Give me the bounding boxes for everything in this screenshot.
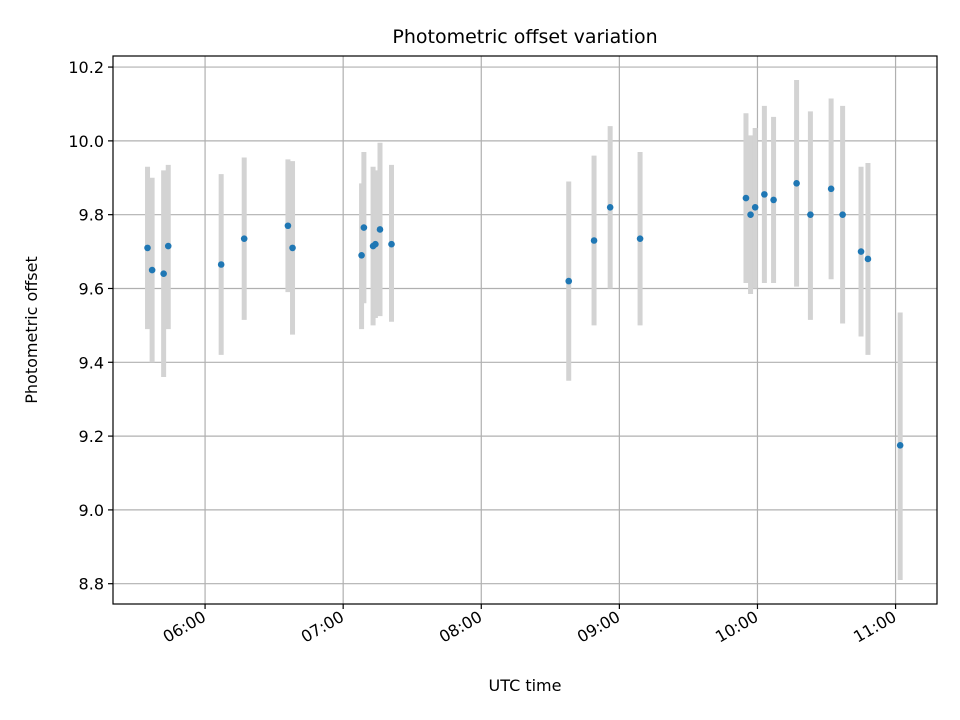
data-point-0 — [144, 244, 151, 252]
x-tick-label-4: 10:00 — [712, 607, 761, 647]
y-axis-label: Photometric offset — [22, 256, 41, 404]
y-tick-label-2: 9.2 — [79, 427, 104, 446]
data-point-28 — [864, 255, 872, 263]
data-point-6 — [284, 222, 292, 230]
data-point-16 — [606, 203, 614, 211]
y-tick-label-5: 9.8 — [79, 206, 104, 225]
data-point-12 — [376, 226, 384, 233]
data-point-19 — [747, 211, 754, 218]
data-point-25 — [827, 185, 835, 193]
x-tick-label-3: 09:00 — [574, 607, 623, 647]
data-point-3 — [164, 242, 172, 250]
x-tick-label-2: 08:00 — [436, 607, 485, 647]
y-tick-label-1: 9.0 — [79, 501, 104, 520]
data-point-27 — [857, 248, 865, 255]
data-point-17 — [636, 235, 644, 242]
y-tick-label-3: 9.4 — [79, 353, 104, 372]
data-point-14 — [565, 277, 573, 285]
data-point-11 — [372, 240, 379, 248]
y-tick-label-4: 9.6 — [79, 279, 104, 298]
y-tick-label-0: 8.8 — [79, 575, 104, 594]
grid-lines — [113, 56, 937, 604]
x-tick-label-5: 11:00 — [850, 607, 899, 647]
data-point-22 — [770, 196, 777, 204]
data-point-2 — [160, 270, 167, 278]
data-point-21 — [761, 191, 768, 198]
data-point-9 — [360, 224, 368, 231]
x-tick-label-1: 07:00 — [298, 607, 347, 647]
data-point-29 — [896, 442, 904, 449]
data-point-18 — [742, 194, 750, 202]
data-point-15 — [590, 237, 598, 244]
x-tick-label-0: 06:00 — [160, 607, 209, 647]
data-points — [144, 180, 904, 449]
data-point-1 — [148, 266, 156, 274]
plot-frame — [112, 55, 938, 605]
y-tick-label-7: 10.2 — [68, 58, 104, 77]
data-point-8 — [358, 251, 365, 259]
data-point-7 — [289, 244, 296, 252]
data-point-20 — [751, 203, 759, 211]
data-point-13 — [388, 240, 395, 248]
x-axis-label: UTC time — [489, 676, 562, 695]
y-tick-label-6: 10.0 — [68, 132, 104, 151]
data-point-4 — [217, 261, 225, 268]
chart-title: Photometric offset variation — [392, 26, 657, 48]
data-point-26 — [839, 211, 846, 218]
error-bars — [145, 79, 903, 581]
data-point-5 — [240, 235, 248, 242]
data-point-24 — [807, 211, 814, 218]
data-point-23 — [793, 180, 800, 187]
